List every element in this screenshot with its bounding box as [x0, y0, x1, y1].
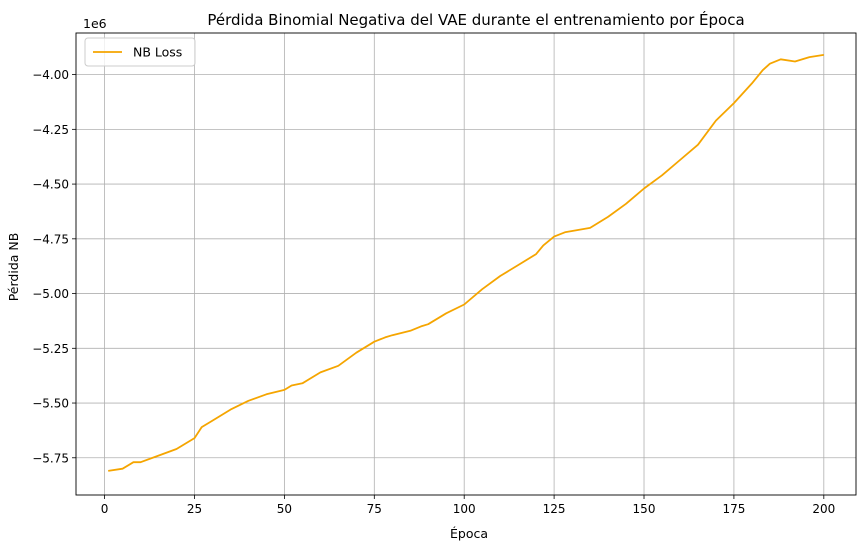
x-tick-label: 175: [722, 502, 745, 516]
x-tick-label: 100: [453, 502, 476, 516]
plot-frame: [75, 32, 857, 496]
x-tick-label: 200: [812, 502, 835, 516]
y-tick-label: −4.25: [32, 123, 69, 137]
y-tick-label: −5.75: [32, 451, 69, 465]
x-tick-label: 125: [543, 502, 566, 516]
series-line: [108, 54, 824, 472]
chart-title: Pérdida Binomial Negativa del VAE durant…: [207, 10, 744, 29]
y-tick-label: −5.00: [32, 287, 69, 301]
legend-box: [84, 37, 196, 67]
x-tick-label: 150: [633, 502, 656, 516]
y-tick-label: −4.00: [32, 68, 69, 82]
y-axis-label: Pérdida NB: [6, 233, 21, 302]
y-tick-label: −4.50: [32, 178, 69, 192]
y-offset-text: 1e6: [83, 16, 107, 31]
x-axis-label: Época: [450, 526, 488, 541]
legend: NB Loss: [84, 37, 196, 67]
y-tick-label: −5.25: [32, 342, 69, 356]
x-tick-label: 50: [277, 502, 292, 516]
legend-label: NB Loss: [133, 45, 182, 60]
y-tick-label: −4.75: [32, 232, 69, 246]
x-tick-label: 0: [101, 502, 109, 516]
y-tick-label: −5.50: [32, 397, 69, 411]
x-tick-label: 25: [187, 502, 202, 516]
x-tick-label: 75: [367, 502, 382, 516]
